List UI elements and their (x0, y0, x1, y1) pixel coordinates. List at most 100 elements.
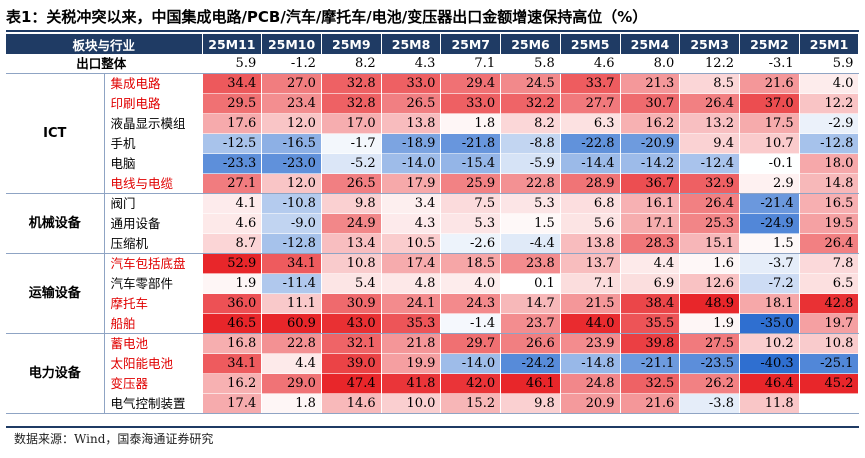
value-cell: -11.4 (261, 273, 322, 294)
export-growth-table: 板块与行业 25M11 25M10 25M9 25M8 25M7 25M6 25M5 25M4… (6, 34, 860, 414)
value-cell: -23.3 (202, 153, 263, 174)
value-cell: 17.4 (381, 253, 442, 274)
value-cell: 4.8 (381, 273, 442, 294)
value-cell: 30.7 (620, 93, 681, 114)
table-title: 表1：关税冲突以来，中国集成电路/PCB/汽车/摩托车/电池/变压器出口金额增速… (6, 8, 648, 26)
value-cell: -1.7 (321, 133, 382, 154)
value-cell: 26.5 (321, 173, 382, 194)
value-cell: 12.0 (261, 113, 322, 134)
value-cell: 0.1 (500, 273, 561, 294)
value-cell: 5.8 (500, 54, 561, 74)
value-cell: -1.2 (261, 54, 322, 74)
value-cell: 4.4 (620, 253, 681, 274)
value-cell: 17.9 (381, 173, 442, 194)
industry-label: 液晶显示模组 (104, 113, 203, 134)
value-cell: 4.0 (440, 273, 502, 294)
value-cell: 5.4 (321, 273, 382, 294)
value-cell: -15.4 (440, 153, 502, 174)
value-cell: 24.1 (381, 293, 442, 314)
value-cell: -14.8 (560, 353, 621, 374)
value-cell: 12.0 (261, 173, 322, 194)
value-cell: -3.7 (739, 253, 800, 274)
header-month: 25M5 (560, 34, 621, 54)
table-row: 电脑 -23.3 -23.0 -5.2 -14.0 -15.4 -5.9 -14.4 -14.2… (6, 153, 860, 174)
value-cell: 26.5 (381, 93, 442, 114)
value-cell: 36.0 (202, 293, 263, 314)
sector-label: 运输设备 (6, 253, 105, 334)
value-cell: 1.8 (261, 393, 322, 414)
value-cell: -25.1 (799, 353, 860, 374)
value-cell: 35.5 (620, 313, 681, 334)
value-cell: 8.0 (620, 54, 681, 74)
header-month: 25M7 (440, 34, 502, 54)
value-cell: 10.0 (381, 393, 442, 414)
value-cell: 33.7 (560, 73, 621, 94)
value-cell: 6.8 (560, 193, 621, 214)
value-cell: -9.0 (261, 213, 322, 234)
value-cell: 10.8 (799, 333, 860, 354)
industry-label: 集成电路 (104, 73, 203, 94)
value-cell: 1.9 (202, 273, 263, 294)
value-cell: 42.0 (440, 373, 502, 394)
value-cell: 41.8 (381, 373, 442, 394)
table-row: 汽车零部件 1.9 -11.4 5.4 4.8 4.0 0.1 7.1 6.9 12.6 -7.2 6… (6, 273, 860, 294)
value-cell: -24.9 (739, 213, 800, 234)
header-row: 板块与行业 25M11 25M10 25M9 25M8 25M7 25M6 25M5 25M4… (6, 34, 860, 54)
value-cell: 5.3 (440, 213, 502, 234)
value-cell: 19.7 (799, 313, 860, 334)
value-cell: 17.5 (739, 113, 800, 134)
value-cell: 43.0 (321, 313, 382, 334)
value-cell: 24.9 (321, 213, 382, 234)
value-cell: 39.8 (620, 333, 681, 354)
value-cell: 26.4 (679, 93, 740, 114)
value-cell: 52.9 (202, 253, 263, 274)
value-cell: -8.8 (500, 133, 561, 154)
value-cell: 1.5 (500, 213, 561, 234)
value-cell: 28.3 (620, 233, 681, 254)
value-cell: 46.1 (500, 373, 561, 394)
value-cell: 4.3 (381, 54, 442, 74)
value-cell: 2.9 (739, 173, 800, 194)
value-cell: 5.3 (500, 193, 561, 214)
value-cell: 32.9 (679, 173, 740, 194)
value-cell: 8.7 (202, 233, 263, 254)
header-sector-industry: 板块与行业 (6, 34, 203, 54)
value-cell: 37.0 (739, 93, 800, 114)
value-cell: 33.0 (381, 73, 442, 94)
value-cell: 13.8 (381, 113, 442, 134)
header-month: 25M9 (321, 34, 382, 54)
value-cell: 13.4 (321, 233, 382, 254)
value-cell: 25.3 (679, 213, 740, 234)
value-cell: 14.7 (500, 293, 561, 314)
table-row: ICT 集成电路 34.4 27.0 32.8 33.0 29.4 24.5 33.7 21.3 8… (6, 73, 860, 194)
table-row: 电气控制装置 17.4 1.8 14.6 10.0 15.2 9.8 20.9 21.6 -3.8… (6, 393, 860, 414)
value-cell: 42.8 (799, 293, 860, 314)
value-cell: 26.4 (679, 193, 740, 214)
value-cell: 16.2 (202, 373, 263, 394)
value-cell: 12.6 (679, 273, 740, 294)
value-cell: -40.3 (739, 353, 800, 374)
value-cell: 26.6 (500, 333, 561, 354)
industry-label: 变压器 (104, 373, 203, 394)
source-note: 数据来源：Wind，国泰海通证券研究 (14, 432, 214, 446)
value-cell: -16.5 (261, 133, 322, 154)
value-cell: -21.1 (620, 353, 681, 374)
value-cell: 10.2 (739, 333, 800, 354)
value-cell: -35.0 (739, 313, 800, 334)
value-cell: -2.9 (799, 113, 860, 134)
value-cell: 21.6 (620, 393, 681, 414)
value-cell: 44.0 (560, 313, 621, 334)
value-cell: 7.5 (440, 193, 502, 214)
value-cell: 16.5 (799, 193, 860, 214)
value-cell: 8.5 (679, 73, 740, 94)
table-row: 变压器 16.2 29.0 47.4 41.8 42.0 46.1 24.8 32.5 26.2 4… (6, 373, 860, 394)
header-month: 25M3 (679, 34, 740, 54)
value-cell: 10.8 (321, 253, 382, 274)
value-cell: 1.9 (679, 313, 740, 334)
value-cell: -12.8 (799, 133, 860, 154)
value-cell: 15.1 (679, 233, 740, 254)
value-cell: 19.5 (799, 213, 860, 234)
value-cell: 21.5 (560, 293, 621, 314)
industry-label: 印刷电路 (104, 93, 203, 114)
value-cell: -20.9 (620, 133, 681, 154)
